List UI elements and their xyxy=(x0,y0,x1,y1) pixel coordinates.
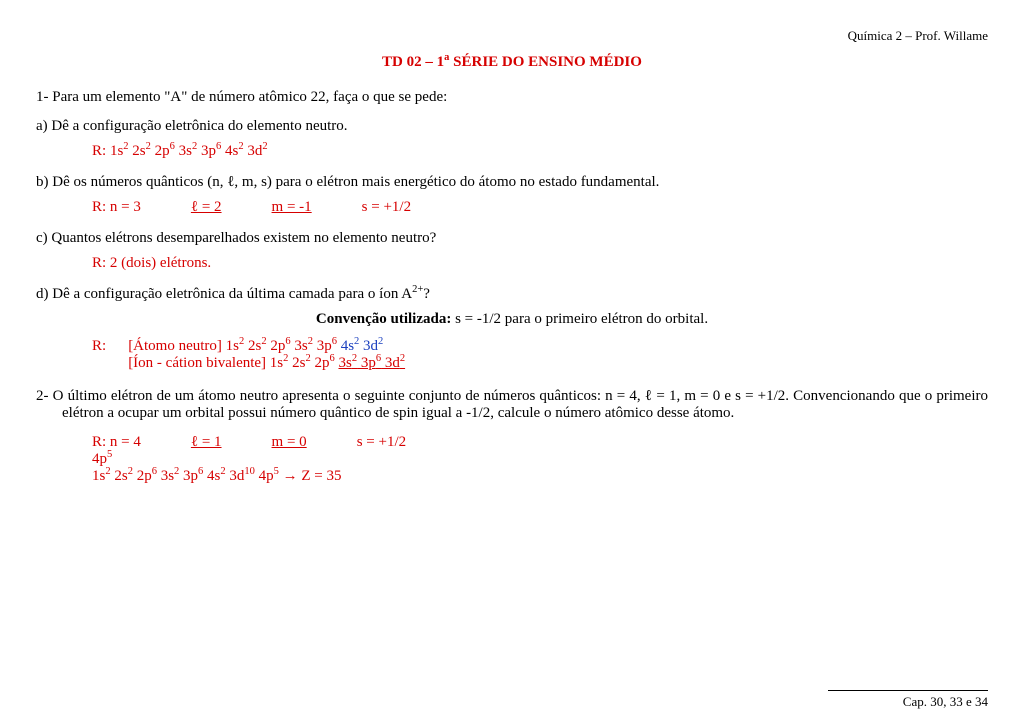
ans-label: R: xyxy=(92,143,110,159)
q2-l3-config: 1s2 2s2 2p6 3s2 3p6 4s2 3d10 4p5 xyxy=(92,468,279,484)
q1b-answer: R: n = 3ℓ = 2m = -1s = +1/2 xyxy=(92,199,988,216)
q2-ans-line1: R: n = 4ℓ = 1m = 0s = +1/2 xyxy=(92,434,988,451)
q2-l3-tail: → Z = 35 xyxy=(279,468,342,484)
q1d-block: [Átomo neutro] 1s2 2s2 2p6 3s2 3p6 4s2 3… xyxy=(128,338,405,372)
q2-answer: R: n = 4ℓ = 1m = 0s = +1/2 4p5 1s2 2s2 2… xyxy=(92,434,988,485)
q1d-l1-red: 1s2 2s2 2p6 3s2 3p6 xyxy=(226,338,337,354)
q1b-prompt: b) Dê os números quânticos (n, ℓ, m, s) … xyxy=(36,174,988,191)
q1d-pre: d) Dê a configuração eletrônica da últim… xyxy=(36,286,412,302)
q1d-l2-a: 1s2 2s2 2p6 xyxy=(270,355,339,371)
q1a-answer: R: 1s2 2s2 2p6 3s2 3p6 4s2 3d2 xyxy=(92,143,988,160)
document-page: Química 2 – Prof. Willame TD 02 – 1a SÉR… xyxy=(0,0,1024,519)
q1d-l1-label: [Átomo neutro] xyxy=(128,338,225,354)
q2-ans-line3: 1s2 2s2 2p6 3s2 3p6 4s2 3d10 4p5 → Z = 3… xyxy=(92,468,988,485)
q1d-label: R: xyxy=(92,338,106,372)
title-pre: TD 02 – 1 xyxy=(382,54,444,70)
q1d-line1: [Átomo neutro] 1s2 2s2 2p6 3s2 3p6 4s2 3… xyxy=(128,338,405,355)
q2-prompt: 2- O último elétron de um átomo neutro a… xyxy=(36,388,988,422)
footer: Cap. 30, 33 e 34 xyxy=(828,690,988,710)
footer-rule xyxy=(828,690,988,691)
q1d-l2-label: [Íon - cátion bivalente] xyxy=(128,355,270,371)
q1d-post: ? xyxy=(423,286,430,302)
title-post: SÉRIE DO ENSINO MÉDIO xyxy=(449,54,642,70)
q1d-answer: R: [Átomo neutro] 1s2 2s2 2p6 3s2 3p6 4s… xyxy=(92,338,988,372)
convention-label: Convenção utilizada: xyxy=(316,311,451,327)
document-title: TD 02 – 1a SÉRIE DO ENSINO MÉDIO xyxy=(36,54,988,71)
q1c-prompt: c) Quantos elétrons desemparelhados exis… xyxy=(36,230,988,247)
q1d-line2: [Íon - cátion bivalente] 1s2 2s2 2p6 3s2… xyxy=(128,355,405,372)
q1c-answer: R: 2 (dois) elétrons. xyxy=(92,255,988,272)
q1a-prompt: a) Dê a configuração eletrônica do eleme… xyxy=(36,118,988,135)
q1a-config: 1s2 2s2 2p6 3s2 3p6 4s2 3d2 xyxy=(110,143,268,159)
q2-ans-line2: 4p5 xyxy=(92,451,988,468)
footer-text: Cap. 30, 33 e 34 xyxy=(828,694,988,710)
q1-prompt: 1- Para um elemento "A" de número atômic… xyxy=(36,89,988,106)
q1d-l2-u: 3s2 3p6 3d2 xyxy=(338,355,405,371)
q1d-prompt: d) Dê a configuração eletrônica da últim… xyxy=(36,286,988,303)
convention-line: Convenção utilizada: s = -1/2 para o pri… xyxy=(36,311,988,328)
convention-text: s = -1/2 para o primeiro elétron do orbi… xyxy=(451,311,708,327)
header-subject: Química 2 – Prof. Willame xyxy=(36,28,988,44)
q1d-sup: 2+ xyxy=(412,284,423,295)
q1d-l1-blue: 4s2 3d2 xyxy=(337,338,383,354)
